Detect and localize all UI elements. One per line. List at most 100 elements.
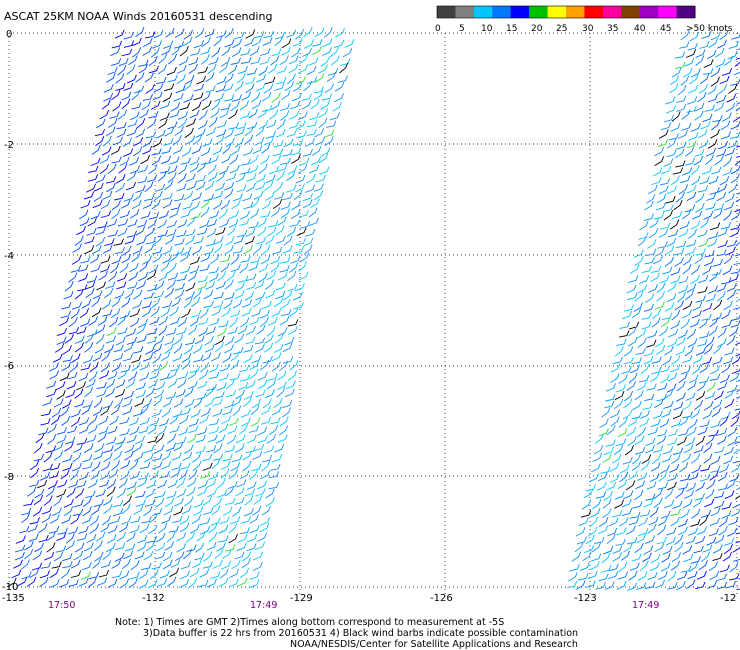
- wind-barb: [35, 432, 45, 444]
- wind-barb: [162, 246, 173, 255]
- wind-barb: [662, 446, 674, 455]
- wind-barb: [211, 505, 221, 516]
- wind-barb: [685, 536, 696, 545]
- wind-barb: [733, 558, 740, 562]
- wind-barb: [198, 327, 209, 337]
- wind-barb: [216, 171, 226, 182]
- wind-barb: [270, 417, 281, 425]
- wind-barb: [232, 506, 242, 517]
- wind-barb: [66, 487, 76, 498]
- wind-barb: [638, 527, 649, 537]
- wind-barb: [91, 245, 102, 255]
- wind-barb: [126, 230, 138, 238]
- wind-barb: [172, 515, 183, 523]
- wind-barb: [170, 559, 181, 568]
- wind-barb: [296, 76, 306, 85]
- wind-barb: [161, 460, 172, 470]
- wind-barb: [668, 133, 679, 141]
- wind-barb: [21, 512, 31, 524]
- wind-barb: [710, 507, 721, 517]
- wind-barb: [205, 85, 216, 93]
- wind-barb: [169, 414, 179, 425]
- wind-barb: [684, 157, 696, 166]
- wind-barb: [695, 391, 706, 401]
- wind-barb: [192, 134, 203, 145]
- wind-barb: [676, 141, 687, 150]
- wind-barb: [631, 308, 642, 319]
- wind-barb: [43, 451, 53, 463]
- legend-swatch: [602, 6, 622, 18]
- wind-barb: [232, 396, 242, 407]
- wind-barb: [174, 334, 184, 345]
- wind-barb: [145, 345, 155, 355]
- wind-barb: [144, 453, 154, 463]
- wind-barb: [218, 535, 229, 543]
- wind-barb: [204, 28, 215, 38]
- wind-barb: [197, 227, 208, 236]
- wind-barb: [599, 418, 609, 428]
- wind-barb: [225, 137, 235, 147]
- wind-barb: [614, 499, 625, 509]
- wind-barb: [168, 525, 180, 533]
- wind-barb: [723, 300, 733, 311]
- wind-barb: [92, 406, 103, 416]
- wind-barb: [202, 138, 213, 147]
- wind-barb: [139, 372, 150, 382]
- wind-barb: [90, 470, 100, 480]
- wind-barb: [614, 491, 625, 500]
- wind-barb: [708, 175, 719, 185]
- wind-barb: [695, 295, 706, 303]
- wind-barb: [672, 447, 684, 455]
- wind-barb: [735, 241, 740, 247]
- wind-barb: [688, 374, 699, 384]
- wind-barb: [601, 407, 611, 418]
- wind-barb: [95, 227, 106, 236]
- wind-barb: [24, 541, 34, 551]
- wind-barb: [296, 120, 306, 130]
- wind-barb: [715, 148, 727, 157]
- wind-barb: [166, 442, 177, 452]
- wind-barb: [129, 156, 140, 166]
- wind-barb: [706, 50, 717, 60]
- wind-barb: [56, 427, 67, 435]
- wind-barb: [147, 283, 158, 292]
- wind-barb: [206, 127, 217, 137]
- wind-barb: [114, 290, 125, 299]
- wind-barb: [692, 354, 703, 364]
- note-line-3: NOAA/NESDIS/Center for Satellite Applica…: [290, 639, 578, 650]
- wind-barb: [627, 337, 638, 347]
- wind-barb: [264, 334, 274, 344]
- wind-barb: [208, 116, 218, 128]
- wind-barb: [288, 55, 299, 65]
- wind-barb: [74, 335, 85, 344]
- wind-barb: [652, 410, 663, 419]
- wind-barb: [318, 108, 329, 118]
- wind-barb: [6, 577, 17, 588]
- wind-barb: [726, 93, 737, 103]
- wind-barb: [38, 523, 48, 534]
- wind-barb: [678, 285, 689, 294]
- wind-barb: [726, 239, 737, 248]
- wind-barb: [732, 460, 740, 464]
- wind-barb: [230, 57, 241, 65]
- lon-label-123: -123: [574, 593, 597, 604]
- wind-barb: [726, 479, 736, 490]
- wind-barb: [106, 182, 116, 193]
- wind-barb: [262, 37, 273, 47]
- wind-barb: [178, 117, 188, 129]
- wind-barb: [684, 490, 695, 499]
- wind-barb: [111, 89, 121, 101]
- wind-barb: [192, 452, 202, 463]
- wind-barb: [179, 252, 190, 263]
- wind-barb: [289, 101, 300, 110]
- wind-barb: [68, 579, 79, 587]
- wind-barb: [704, 498, 715, 508]
- wind-barb: [719, 374, 730, 384]
- wind-barb: [645, 194, 656, 204]
- wind-barb: [705, 489, 715, 500]
- wind-barb: [65, 389, 76, 399]
- wind-barb: [103, 504, 113, 514]
- wind-barb: [279, 256, 291, 264]
- wind-barb: [119, 156, 130, 166]
- wind-barb: [93, 451, 104, 461]
